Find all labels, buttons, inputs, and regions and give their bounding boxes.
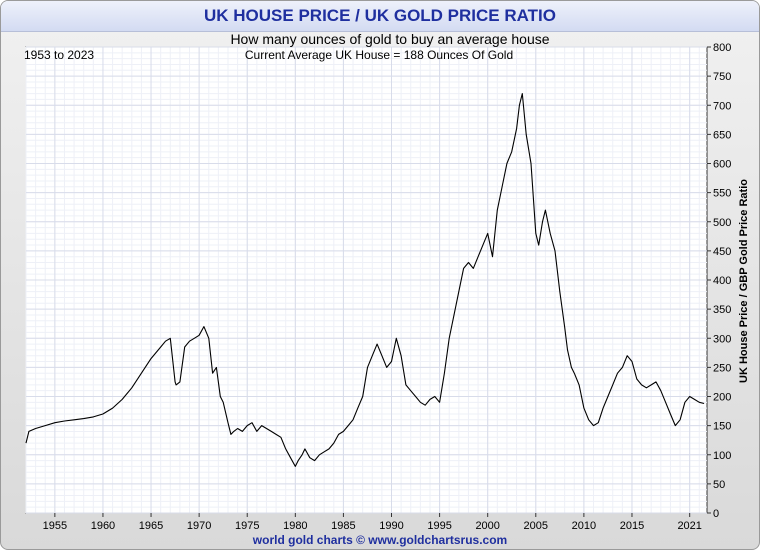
y-axis-label: UK House Price / GBP Gold Price Ratio	[738, 179, 750, 383]
chart-title: UK HOUSE PRICE / UK GOLD PRICE RATIO	[1, 1, 759, 32]
x-tick-label: 1990	[379, 520, 403, 532]
y-tick-label: 450	[713, 246, 731, 258]
y-tick-label: 350	[713, 304, 731, 316]
x-tick-label: 1970	[187, 520, 211, 532]
y-tick-label: 500	[713, 217, 731, 229]
x-tick-label: 1975	[235, 520, 259, 532]
grid-major	[26, 46, 707, 514]
x-tick-label: 1955	[43, 520, 67, 532]
series-line-0	[25, 93, 705, 467]
chart-footer: world gold charts © www.goldchartsrus.co…	[252, 533, 508, 547]
y-tick-label: 550	[713, 188, 731, 200]
chart-subtitle: How many ounces of gold to buy an averag…	[230, 31, 549, 47]
y-tick-label: 750	[713, 71, 731, 83]
y-tick-label: 0	[713, 508, 719, 520]
x-tick-label: 1965	[139, 520, 163, 532]
x-tick-label: 2000	[475, 520, 499, 532]
y-tick-label: 100	[713, 450, 731, 462]
y-tick-label: 600	[713, 159, 731, 171]
series-group	[25, 93, 705, 467]
x-tick-label: 1980	[283, 520, 307, 532]
y-tick-label: 650	[713, 129, 731, 141]
current-annotation: Current Average UK House = 188 Ounces Of…	[245, 48, 513, 62]
x-axis-tick-labels: 1955 1960 1965 1970 1975 1980 1985 1990 1995 2000…	[43, 520, 702, 532]
x-tick-label: 2010	[572, 520, 596, 532]
y-tick-label: 200	[713, 392, 731, 404]
x-tick-label: 2021	[677, 520, 701, 532]
y-tick-label: 50	[713, 479, 725, 491]
y-tick-label: 800	[713, 42, 731, 54]
axis-ticks	[54, 46, 711, 517]
x-tick-label: 2005	[524, 520, 548, 532]
y-tick-label: 150	[713, 421, 731, 433]
y-axis-tick-labels: 0 50 100 150 200 250 300 350 400 450 500 550 600 650 7…	[713, 42, 731, 520]
x-tick-label: 1960	[91, 520, 115, 532]
y-tick-label: 400	[713, 275, 731, 287]
period-label: 1953 to 2023	[24, 48, 94, 62]
x-tick-label: 1995	[427, 520, 451, 532]
x-tick-label: 1985	[331, 520, 355, 532]
x-tick-label: 2015	[620, 520, 644, 532]
y-tick-label: 700	[713, 100, 731, 112]
y-tick-label: 250	[713, 362, 731, 374]
y-tick-label: 300	[713, 333, 731, 345]
